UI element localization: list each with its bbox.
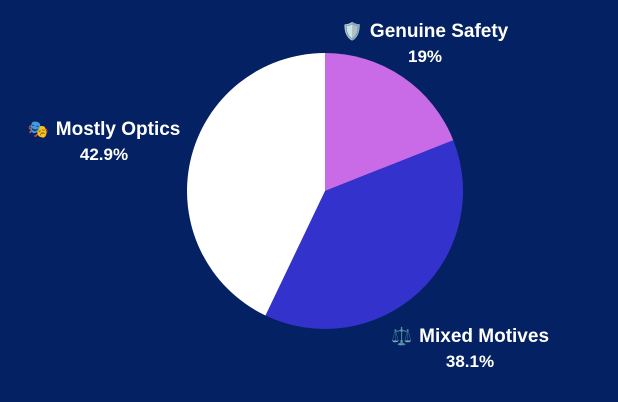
slice-name-genuine-safety: Genuine Safety [369, 21, 509, 42]
slice-value-mostly-optics: 42.9% [79, 145, 129, 164]
slice-name-mostly-optics: Mostly Optics [55, 119, 181, 140]
slice-label-mixed-motives: ⚖️ Mixed Motives 38.1% [391, 325, 549, 375]
theater-masks-icon: 🎭 [27, 120, 49, 140]
shield-icon: 🛡️ [341, 22, 363, 42]
pie-slice-mostly-optics [187, 53, 325, 316]
pie-slice-genuine-safety [325, 53, 454, 191]
slice-label-genuine-safety: 🛡️ Genuine Safety 19% [342, 20, 509, 70]
slice-name-mixed-motives: Mixed Motives [419, 326, 550, 347]
slice-value-genuine-safety: 19% [407, 47, 443, 66]
slice-value-mixed-motives: 38.1% [445, 352, 495, 371]
scales-icon: ⚖️ [390, 327, 413, 347]
pie-slice-mixed-motives [265, 140, 463, 329]
slice-label-mostly-optics: 🎭 Mostly Optics 42.9% [28, 118, 181, 168]
